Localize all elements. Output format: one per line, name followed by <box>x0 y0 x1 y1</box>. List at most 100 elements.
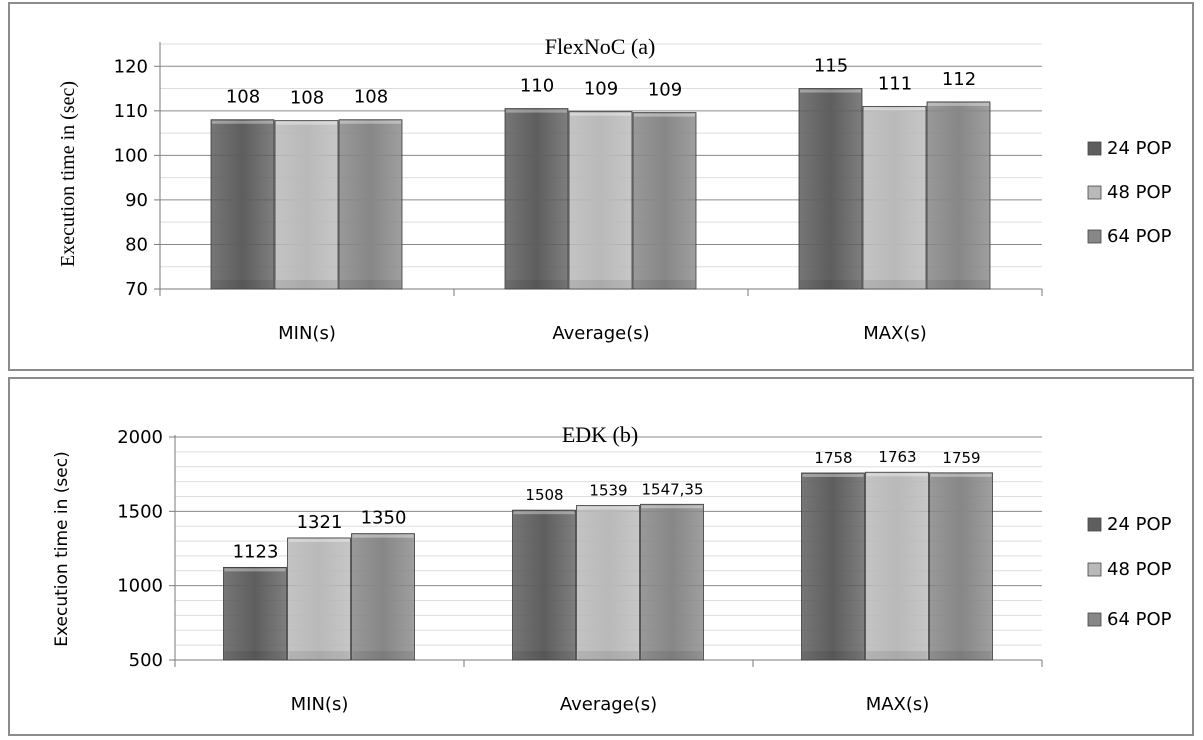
data-label: 108 <box>290 88 324 109</box>
chart-flexnoc-svg: 70 80 90 100 110 120 108 108 108 MIN(s) 110 109 109 A… <box>57 34 1172 344</box>
bar-shadow <box>506 280 567 288</box>
y-tick-label: 2000 <box>117 427 163 448</box>
bar-shadow <box>866 651 928 659</box>
x-category-label: MAX(s) <box>866 694 930 715</box>
y-tick-label: 70 <box>125 279 148 300</box>
bar-shadow <box>864 280 925 288</box>
x-category-label: Average(s) <box>552 323 649 344</box>
bar-bevel <box>802 473 864 477</box>
bar-shadow <box>340 280 401 288</box>
legend-swatch <box>1087 612 1102 627</box>
legend-label: 24 POP <box>1107 138 1172 159</box>
bar-bevel <box>800 89 861 93</box>
data-label: 1123 <box>233 541 279 562</box>
bar-48-pop-mins <box>287 537 351 661</box>
legend-label: 64 POP <box>1107 609 1172 630</box>
legend-swatch <box>1087 562 1102 577</box>
chart-edk-svg: 500 1000 1500 2000 1123 1321 1350 MIN(s) 1508 153… <box>52 422 1172 715</box>
bar-48-pop-averages <box>576 505 640 661</box>
data-label: 112 <box>942 69 976 90</box>
bar-64-pop-averages <box>632 112 697 290</box>
bar-64-pop-mins <box>338 119 403 290</box>
legend-label: 64 POP <box>1107 226 1172 247</box>
bar-24-pop-mins <box>223 566 287 661</box>
y-axis-label: Execution time in (sec) <box>57 81 79 267</box>
legend-swatch <box>1087 229 1102 244</box>
bar-shadow <box>212 280 273 288</box>
y-tick-label: 80 <box>125 234 148 255</box>
bar-shadow <box>513 651 575 659</box>
y-tick-label: 500 <box>129 650 163 671</box>
bar-24-pop-maxs <box>801 472 865 661</box>
data-label: 109 <box>648 80 682 101</box>
bar-bevel <box>866 473 928 477</box>
bar-shadow <box>800 280 861 288</box>
data-label: 115 <box>814 56 848 77</box>
legend-swatch <box>1087 141 1102 156</box>
bar-bevel <box>506 109 567 113</box>
bar-bevel <box>634 113 695 117</box>
bar-bevel <box>641 505 703 509</box>
bar-shadow <box>641 651 703 659</box>
bar-shadow <box>930 651 992 659</box>
y-axis-label: Execution time in (sec) <box>52 451 72 646</box>
legend-swatch <box>1087 517 1102 532</box>
bar-64-pop-averages <box>640 503 704 661</box>
bar-bevel <box>513 511 575 515</box>
bar-shadow <box>634 280 695 288</box>
data-label: 111 <box>878 73 912 94</box>
data-label: 1508 <box>525 486 563 504</box>
bar-bevel <box>352 534 414 538</box>
data-label: 108 <box>354 87 388 108</box>
bar-shadow <box>570 280 631 288</box>
bar-bevel <box>930 473 992 477</box>
y-tick-label: 120 <box>114 56 148 77</box>
bar-48-pop-averages <box>568 111 633 290</box>
bar-bevel <box>928 102 989 106</box>
bar-shadow <box>276 280 337 288</box>
data-label: 1759 <box>942 449 980 467</box>
x-category-label: MAX(s) <box>863 323 927 344</box>
y-tick-label: 1500 <box>117 501 163 522</box>
bar-48-pop-maxs <box>865 471 929 661</box>
bar-24-pop-maxs <box>798 88 863 290</box>
data-label: 1539 <box>589 482 627 500</box>
bar-bevel <box>570 112 631 116</box>
bar-shadow <box>352 651 414 659</box>
bar-64-pop-mins <box>351 533 415 661</box>
bar-24-pop-mins <box>210 119 275 290</box>
x-category-label: Average(s) <box>560 694 657 715</box>
chart-panel-flexnoc: 70 80 90 100 110 120 108 108 108 MIN(s) 110 109 109 A… <box>8 2 1194 371</box>
y-tick-label: 90 <box>125 190 148 211</box>
x-category-label: MIN(s) <box>278 323 336 344</box>
bar-24-pop-averages <box>512 509 576 661</box>
bar-bevel <box>224 568 286 572</box>
data-label: 1321 <box>297 512 343 533</box>
chart-title: EDK (b) <box>562 422 638 447</box>
data-label: 1758 <box>814 449 852 467</box>
data-label: 110 <box>520 76 554 97</box>
bar-24-pop-averages <box>504 108 569 290</box>
data-label: 108 <box>226 87 260 108</box>
bar-bevel <box>212 120 273 124</box>
legend-swatch <box>1087 185 1102 200</box>
bar-48-pop-mins <box>274 120 339 290</box>
y-tick-label: 100 <box>114 145 148 166</box>
bar-64-pop-maxs <box>926 101 991 290</box>
bar-48-pop-maxs <box>862 105 927 290</box>
y-tick-label: 1000 <box>117 576 163 597</box>
legend-label: 48 POP <box>1107 182 1172 203</box>
bar-bevel <box>288 538 350 542</box>
bar-shadow <box>224 651 286 659</box>
chart-panel-edk: 500 1000 1500 2000 1123 1321 1350 MIN(s) 1508 153… <box>8 377 1194 736</box>
x-category-label: MIN(s) <box>291 694 349 715</box>
bar-bevel <box>340 120 401 124</box>
bar-shadow <box>802 651 864 659</box>
data-label: 109 <box>584 79 618 100</box>
data-label: 1763 <box>878 448 916 466</box>
bar-bevel <box>864 107 925 111</box>
legend-label: 48 POP <box>1107 559 1172 580</box>
bar-bevel <box>577 506 639 510</box>
bar-shadow <box>288 651 350 659</box>
legend-label: 24 POP <box>1107 514 1172 535</box>
